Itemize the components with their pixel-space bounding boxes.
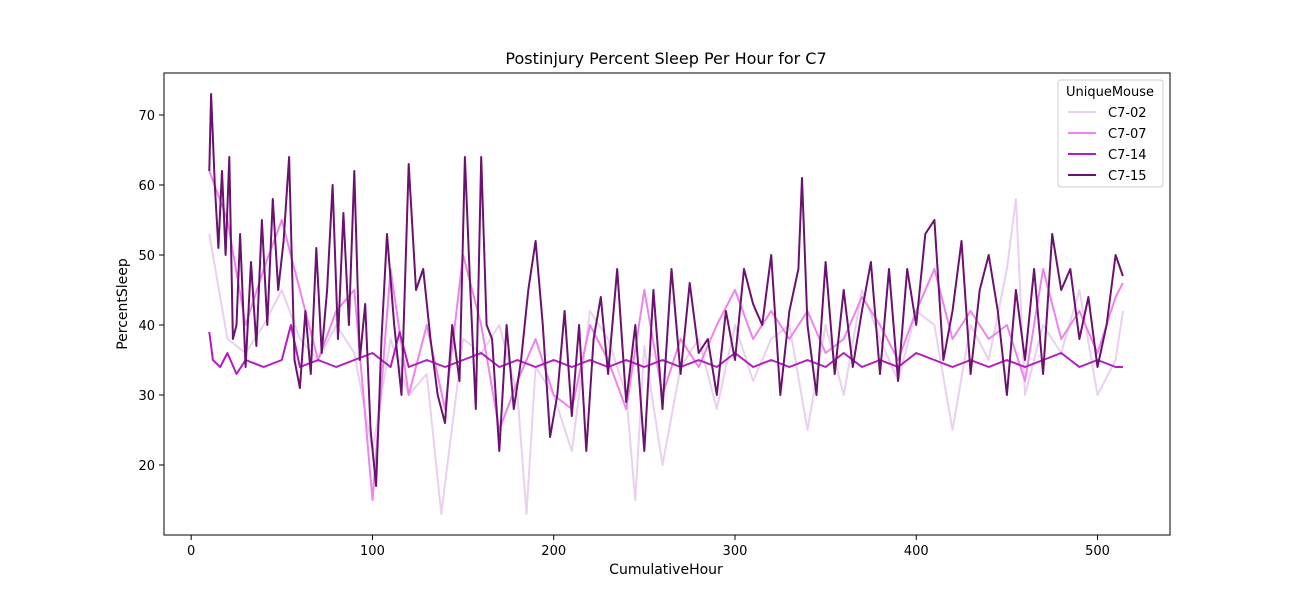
y-tick-label: 30: [138, 389, 155, 404]
x-tick-label: 100: [360, 544, 385, 559]
x-tick-label: 500: [1085, 544, 1110, 559]
legend-label-c7-02: C7-02: [1108, 106, 1147, 121]
x-axis: 0 100 200 300 400 500: [187, 535, 1110, 559]
series-line-c7-15: [208, 93, 1124, 487]
y-tick-label: 60: [138, 179, 155, 194]
legend-label-c7-15: C7-15: [1108, 169, 1147, 184]
x-axis-label: CumulativeHour: [609, 562, 723, 578]
y-axis: 20 30 40 50 60 70: [138, 109, 164, 474]
y-tick-label: 20: [138, 459, 155, 474]
plot-frame: [163, 72, 1171, 536]
x-tick-label: 200: [541, 544, 566, 559]
y-tick-label: 40: [138, 319, 155, 334]
legend-box: [1057, 79, 1164, 188]
legend-label-c7-07: C7-07: [1108, 127, 1147, 142]
legend-title: UniqueMouse: [1066, 85, 1154, 100]
plot-area: [208, 93, 1124, 515]
legend-items: C7-02 C7-07 C7-14 C7-15: [1068, 106, 1147, 184]
chart-title: Postinjury Percent Sleep Per Hour for C7: [505, 49, 826, 68]
series-line-c7-07: [208, 170, 1124, 501]
legend-label-c7-14: C7-14: [1108, 148, 1147, 163]
legend: UniqueMouse C7-02 C7-07 C7-14 C7-15: [1057, 79, 1164, 188]
x-tick-label: 400: [904, 544, 929, 559]
x-tick-label: 300: [723, 544, 748, 559]
series-line-c7-14: [208, 324, 1123, 375]
x-tick-label: 0: [187, 544, 195, 559]
y-tick-label: 50: [138, 249, 155, 264]
y-axis-label: PercentSleep: [115, 258, 131, 350]
y-tick-label: 70: [138, 109, 155, 124]
